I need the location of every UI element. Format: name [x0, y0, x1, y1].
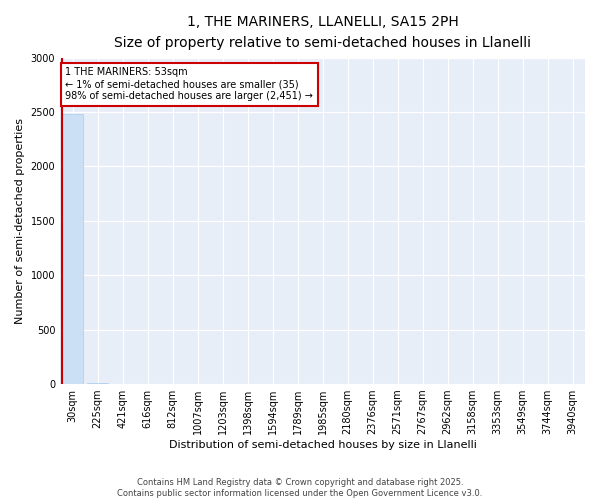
Text: Contains HM Land Registry data © Crown copyright and database right 2025.
Contai: Contains HM Land Registry data © Crown c…	[118, 478, 482, 498]
Bar	[62, 114, 83, 384]
X-axis label: Distribution of semi-detached houses by size in Llanelli: Distribution of semi-detached houses by …	[169, 440, 476, 450]
Y-axis label: Number of semi-detached properties: Number of semi-detached properties	[15, 118, 25, 324]
Text: 1 THE MARINERS: 53sqm
← 1% of semi-detached houses are smaller (35)
98% of semi-: 1 THE MARINERS: 53sqm ← 1% of semi-detac…	[65, 68, 313, 100]
Title: 1, THE MARINERS, LLANELLI, SA15 2PH
Size of property relative to semi-detached h: 1, THE MARINERS, LLANELLI, SA15 2PH Size…	[114, 15, 531, 50]
